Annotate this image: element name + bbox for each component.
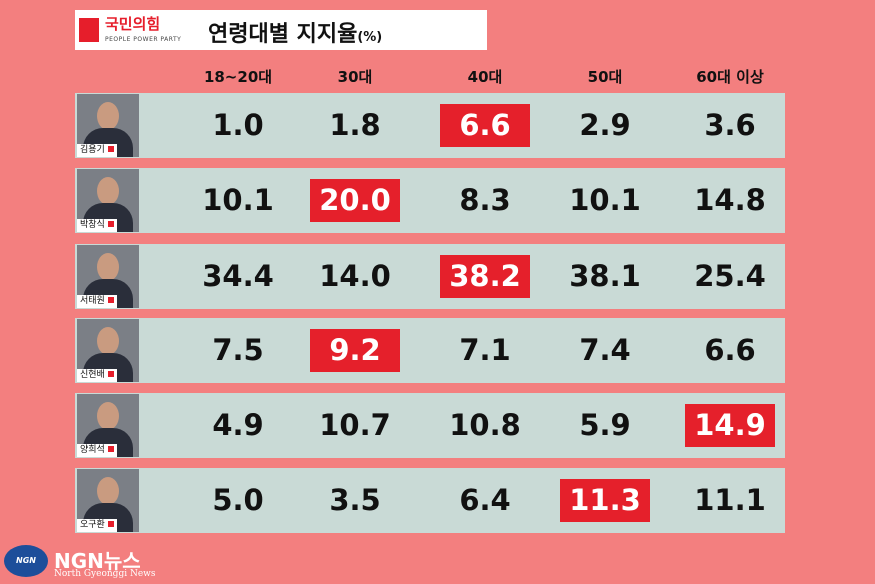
value-cell: 3.5 <box>329 483 381 517</box>
name-text: 김용기 <box>80 145 105 155</box>
value-cell: 20.0 <box>310 179 400 222</box>
footer-logo: NGN NEWS <box>4 545 48 577</box>
candidate-photo: 양희석 <box>77 394 139 457</box>
party-logo <box>79 18 99 42</box>
photo-head <box>97 253 119 281</box>
value-cell: 11.1 <box>694 483 766 517</box>
candidate-name: 신현배 <box>77 369 117 382</box>
value-cell: 25.4 <box>694 259 766 293</box>
column-header: 40대 <box>467 68 503 86</box>
value-cell: 38.1 <box>569 259 641 293</box>
party-mark <box>107 146 114 152</box>
value-cell: 10.1 <box>202 183 274 217</box>
header: 국민의힘 PEOPLE POWER PARTY 연령대별 지지율(%) <box>75 10 487 50</box>
name-text: 오구환 <box>80 520 105 530</box>
title: 연령대별 지지율(%) <box>208 16 382 48</box>
name-text: 서태원 <box>80 296 105 306</box>
title-text: 연령대별 지지율 <box>208 22 358 47</box>
party-mark <box>107 446 114 452</box>
candidate-name: 박창식 <box>77 219 117 232</box>
party-mark <box>107 521 114 527</box>
value-cell: 5.0 <box>212 483 264 517</box>
value-cell: 4.9 <box>212 408 264 442</box>
candidate-photo: 신현배 <box>77 319 139 382</box>
value-cell: 34.4 <box>202 259 274 293</box>
table-row: 김용기 1.0 1.8 6.6 2.9 3.6 <box>75 93 785 158</box>
table-row: 신현배 7.5 9.2 7.1 7.4 6.6 <box>75 318 785 383</box>
name-text: 양희석 <box>80 445 105 455</box>
column-header: 60대 이상 <box>696 68 764 86</box>
value-cell: 7.5 <box>212 333 264 367</box>
value-cell: 14.0 <box>319 259 391 293</box>
name-text: 박창식 <box>80 220 105 230</box>
candidate-photo: 김용기 <box>77 94 139 157</box>
column-header: 50대 <box>587 68 623 86</box>
candidate-photo: 오구환 <box>77 469 139 532</box>
table-row: 양희석 4.9 10.7 10.8 5.9 14.9 <box>75 393 785 458</box>
value-cell: 6.4 <box>459 483 511 517</box>
value-cell: 6.6 <box>440 104 530 147</box>
candidate-photo: 박창식 <box>77 169 139 232</box>
table-row: 오구환 5.0 3.5 6.4 11.3 11.1 <box>75 468 785 533</box>
column-header: 30대 <box>337 68 373 86</box>
value-cell: 6.6 <box>704 333 756 367</box>
candidate-name: 김용기 <box>77 144 117 157</box>
value-cell: 1.0 <box>212 108 264 142</box>
value-cell: 7.4 <box>579 333 631 367</box>
column-header: 18~20대 <box>203 68 273 86</box>
value-cell: 11.3 <box>560 479 650 522</box>
party-mark <box>107 297 114 303</box>
photo-head <box>97 102 119 130</box>
party-name: 국민의힘 <box>105 15 161 33</box>
value-cell: 8.3 <box>459 183 511 217</box>
party-mark <box>107 221 114 227</box>
value-cell: 10.7 <box>319 408 391 442</box>
candidate-name: 서태원 <box>77 295 117 308</box>
value-cell: 5.9 <box>579 408 631 442</box>
value-cell: 3.6 <box>704 108 756 142</box>
value-cell: 10.1 <box>569 183 641 217</box>
table-row: 서태원 34.4 14.0 38.2 38.1 25.4 <box>75 244 785 309</box>
footer-sub: North Gyeonggi News <box>54 569 156 579</box>
candidate-photo: 서태원 <box>77 245 139 308</box>
value-cell: 14.8 <box>694 183 766 217</box>
candidate-name: 오구환 <box>77 519 117 532</box>
photo-head <box>97 402 119 430</box>
photo-head <box>97 327 119 355</box>
footer-name: NGN뉴스 <box>54 549 141 573</box>
value-cell: 2.9 <box>579 108 631 142</box>
value-cell: 38.2 <box>440 255 530 298</box>
photo-head <box>97 477 119 505</box>
party-name-en: PEOPLE POWER PARTY <box>105 36 182 43</box>
unit: (%) <box>357 30 383 45</box>
value-cell: 9.2 <box>310 329 400 372</box>
name-text: 신현배 <box>80 370 105 380</box>
value-cell: 10.8 <box>449 408 521 442</box>
value-cell: 14.9 <box>685 404 775 447</box>
value-cell: 7.1 <box>459 333 511 367</box>
value-cell: 1.8 <box>329 108 381 142</box>
table-row: 박창식 10.1 20.0 8.3 10.1 14.8 <box>75 168 785 233</box>
candidate-name: 양희석 <box>77 444 117 457</box>
photo-head <box>97 177 119 205</box>
party-mark <box>107 371 114 377</box>
